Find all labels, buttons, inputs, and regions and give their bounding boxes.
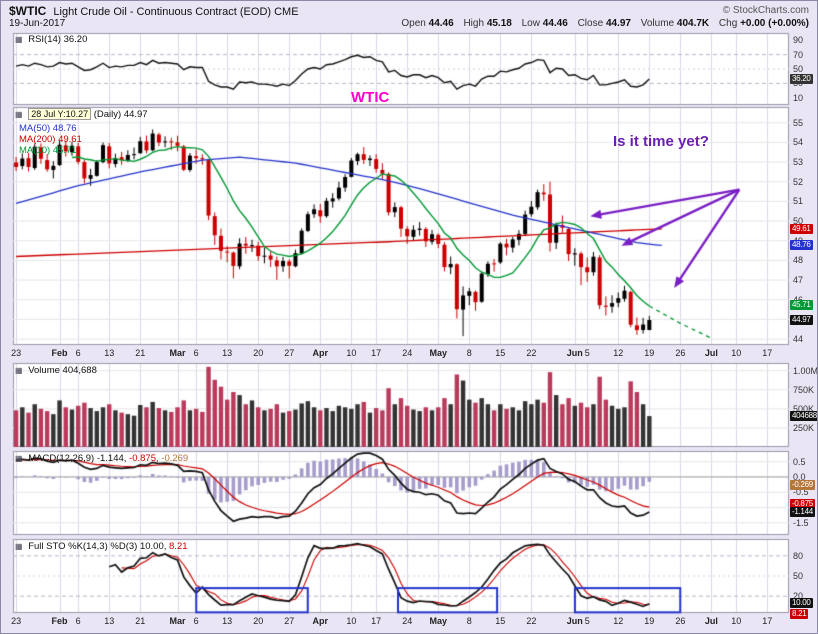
macd-legend: ▦ MACD(12,26,9) -1.144, -0.875, -0.269: [15, 453, 188, 464]
volume-legend: ▦ Volume 404,688: [15, 365, 97, 376]
rsi-legend: ▦ RSI(14) 36.20: [15, 34, 87, 45]
chg-value: +0.00 (+0.00%): [740, 18, 809, 29]
ticker-symbol: $WTIC: [9, 4, 47, 18]
volume-legend-value: 404,688: [62, 365, 97, 376]
sto-d-value: 8.21: [169, 541, 188, 552]
close-value: 44.97: [605, 18, 631, 29]
high-value: 45.18: [486, 18, 512, 29]
open-value: 44.46: [428, 18, 454, 29]
stockcharts-credit: © StockCharts.com: [722, 5, 809, 16]
sto-legend-text: Full STO %K(14,3) %D(3): [28, 541, 138, 552]
main-panel-icon: ▦: [15, 110, 23, 119]
wtic-annotation: WTIC: [351, 89, 390, 106]
close-label: Close: [577, 18, 604, 29]
rsi-legend-value: 36.20: [63, 34, 88, 45]
chart-title: Light Crude Oil - Continuous Contract (E…: [53, 6, 299, 18]
macd-line-value: -1.144,: [96, 453, 127, 464]
volume-panel-icon: ▦: [15, 366, 23, 375]
ma50-legend: MA(50) 48.76: [19, 123, 77, 134]
chart-subheader: 19-Jun-2017 Open 44.46 High 45.18 Low 44…: [9, 18, 811, 29]
chart-header: $WTIC Light Crude Oil - Continuous Contr…: [9, 4, 811, 18]
volume-legend-text: Volume: [28, 365, 60, 376]
high-label: High: [463, 18, 485, 29]
rsi-panel-icon: ▦: [15, 35, 23, 44]
volume-value: 404.7K: [676, 18, 710, 29]
sto-legend: ▦ Full STO %K(14,3) %D(3) 10.00, 8.21: [15, 541, 188, 552]
macd-panel-icon: ▦: [15, 454, 23, 463]
ma10-legend: MA(10) 45.71: [19, 145, 77, 156]
chg-label: Chg: [718, 18, 738, 29]
macd-hist-value: -0.269: [161, 453, 189, 464]
question-annotation: Is it time yet?: [613, 133, 709, 150]
chart-date: 19-Jun-2017: [9, 18, 66, 29]
main-legend-text: (Daily) 44.97: [93, 109, 148, 120]
rsi-legend-text: RSI(14): [28, 34, 61, 45]
macd-legend-text: MACD(12,26,9): [28, 453, 95, 464]
open-label: Open: [401, 18, 426, 29]
macd-signal-value: -0.875,: [129, 453, 159, 464]
crosshair-tooltip: 28 Jul Y:10.27: [28, 108, 92, 120]
ma200-legend: MA(200) 49.61: [19, 134, 82, 145]
quote-strip: Open 44.46 High 45.18 Low 44.46 Close 44…: [394, 18, 809, 29]
volume-label: Volume: [640, 18, 675, 29]
sto-k-value: 10.00,: [139, 541, 167, 552]
low-label: Low: [521, 18, 540, 29]
main-legend: ▦ 28 Jul Y:10.27 (Daily) 44.97: [15, 108, 148, 120]
sto-panel-icon: ▦: [15, 542, 23, 551]
low-value: 44.46: [542, 18, 568, 29]
